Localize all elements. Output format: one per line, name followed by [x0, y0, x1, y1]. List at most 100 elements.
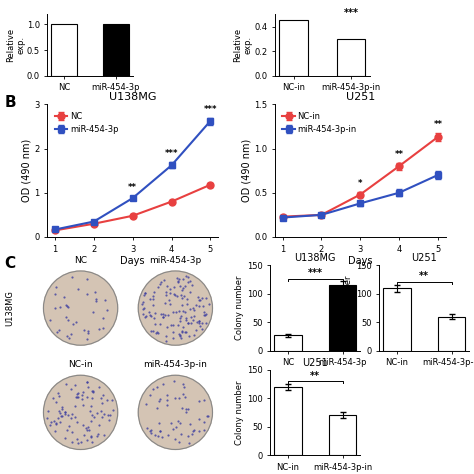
Point — [161, 276, 168, 284]
Point — [170, 291, 177, 298]
Point — [184, 405, 192, 413]
Point — [189, 304, 197, 312]
Point — [141, 304, 148, 311]
Point — [156, 427, 164, 434]
Bar — [274, 336, 301, 351]
Point — [169, 328, 177, 336]
Bar — [274, 387, 301, 455]
Point — [163, 291, 170, 299]
Point — [64, 316, 72, 324]
Point — [185, 439, 192, 447]
Point — [177, 283, 184, 290]
Point — [178, 334, 185, 342]
Point — [153, 328, 161, 336]
Point — [80, 431, 88, 439]
Point — [180, 307, 187, 315]
Point — [198, 319, 206, 327]
Point — [155, 283, 162, 291]
Point — [77, 438, 84, 446]
Point — [172, 436, 179, 443]
Point — [82, 424, 89, 431]
Point — [201, 396, 208, 404]
Point — [154, 404, 161, 411]
Point — [72, 319, 80, 326]
Point — [93, 432, 100, 439]
Point — [100, 431, 108, 439]
Point — [100, 324, 107, 331]
Point — [86, 407, 93, 415]
Bar — [383, 288, 410, 351]
Point — [153, 383, 161, 391]
Point — [156, 320, 164, 328]
Point — [163, 391, 171, 399]
Point — [176, 332, 184, 339]
Point — [202, 310, 210, 318]
Point — [187, 313, 194, 321]
Point — [64, 303, 72, 310]
Point — [108, 396, 116, 404]
Point — [86, 426, 93, 434]
Point — [69, 438, 76, 446]
Point — [161, 311, 169, 319]
Point — [182, 408, 190, 416]
Legend: NC-in, miR-454-3p-in: NC-in, miR-454-3p-in — [279, 109, 360, 137]
Point — [84, 329, 92, 337]
Point — [52, 419, 60, 427]
Point — [171, 394, 179, 401]
Point — [46, 422, 54, 429]
Point — [91, 289, 99, 296]
Point — [175, 308, 183, 315]
Point — [175, 275, 182, 283]
Point — [195, 397, 203, 405]
Point — [98, 413, 106, 421]
Y-axis label: Relative
exp.: Relative exp. — [233, 28, 253, 62]
Point — [170, 377, 178, 385]
Point — [88, 411, 96, 419]
Point — [147, 312, 155, 320]
Point — [182, 309, 189, 316]
Point — [103, 397, 111, 404]
Point — [166, 301, 173, 308]
Point — [155, 419, 163, 427]
Circle shape — [138, 375, 212, 449]
Point — [67, 330, 75, 338]
Point — [195, 318, 202, 325]
Point — [143, 424, 151, 432]
Point — [189, 427, 197, 435]
Point — [61, 409, 69, 416]
Point — [55, 407, 63, 415]
Point — [87, 402, 95, 410]
Point — [89, 388, 97, 395]
Point — [178, 328, 186, 335]
Point — [178, 294, 186, 301]
Y-axis label: OD (490 nm): OD (490 nm) — [241, 139, 251, 202]
Point — [166, 285, 174, 292]
Point — [147, 327, 155, 334]
Point — [164, 401, 171, 409]
Point — [181, 292, 188, 300]
Point — [173, 292, 181, 300]
Point — [92, 295, 100, 302]
Point — [184, 278, 191, 286]
Text: *: * — [358, 179, 363, 188]
Point — [73, 419, 81, 426]
Point — [163, 323, 171, 330]
Point — [174, 321, 182, 329]
Point — [186, 288, 193, 295]
Point — [169, 426, 176, 433]
Point — [49, 394, 56, 402]
Point — [139, 310, 147, 318]
Point — [83, 275, 91, 283]
Point — [159, 313, 167, 320]
Point — [182, 317, 190, 324]
Point — [203, 412, 210, 419]
Point — [68, 273, 76, 281]
Point — [186, 420, 194, 428]
Y-axis label: Relative
exp.: Relative exp. — [6, 28, 25, 62]
Point — [170, 308, 177, 316]
Point — [160, 310, 167, 317]
Point — [161, 300, 169, 307]
Point — [150, 289, 157, 296]
Point — [84, 383, 92, 391]
Point — [80, 326, 88, 333]
